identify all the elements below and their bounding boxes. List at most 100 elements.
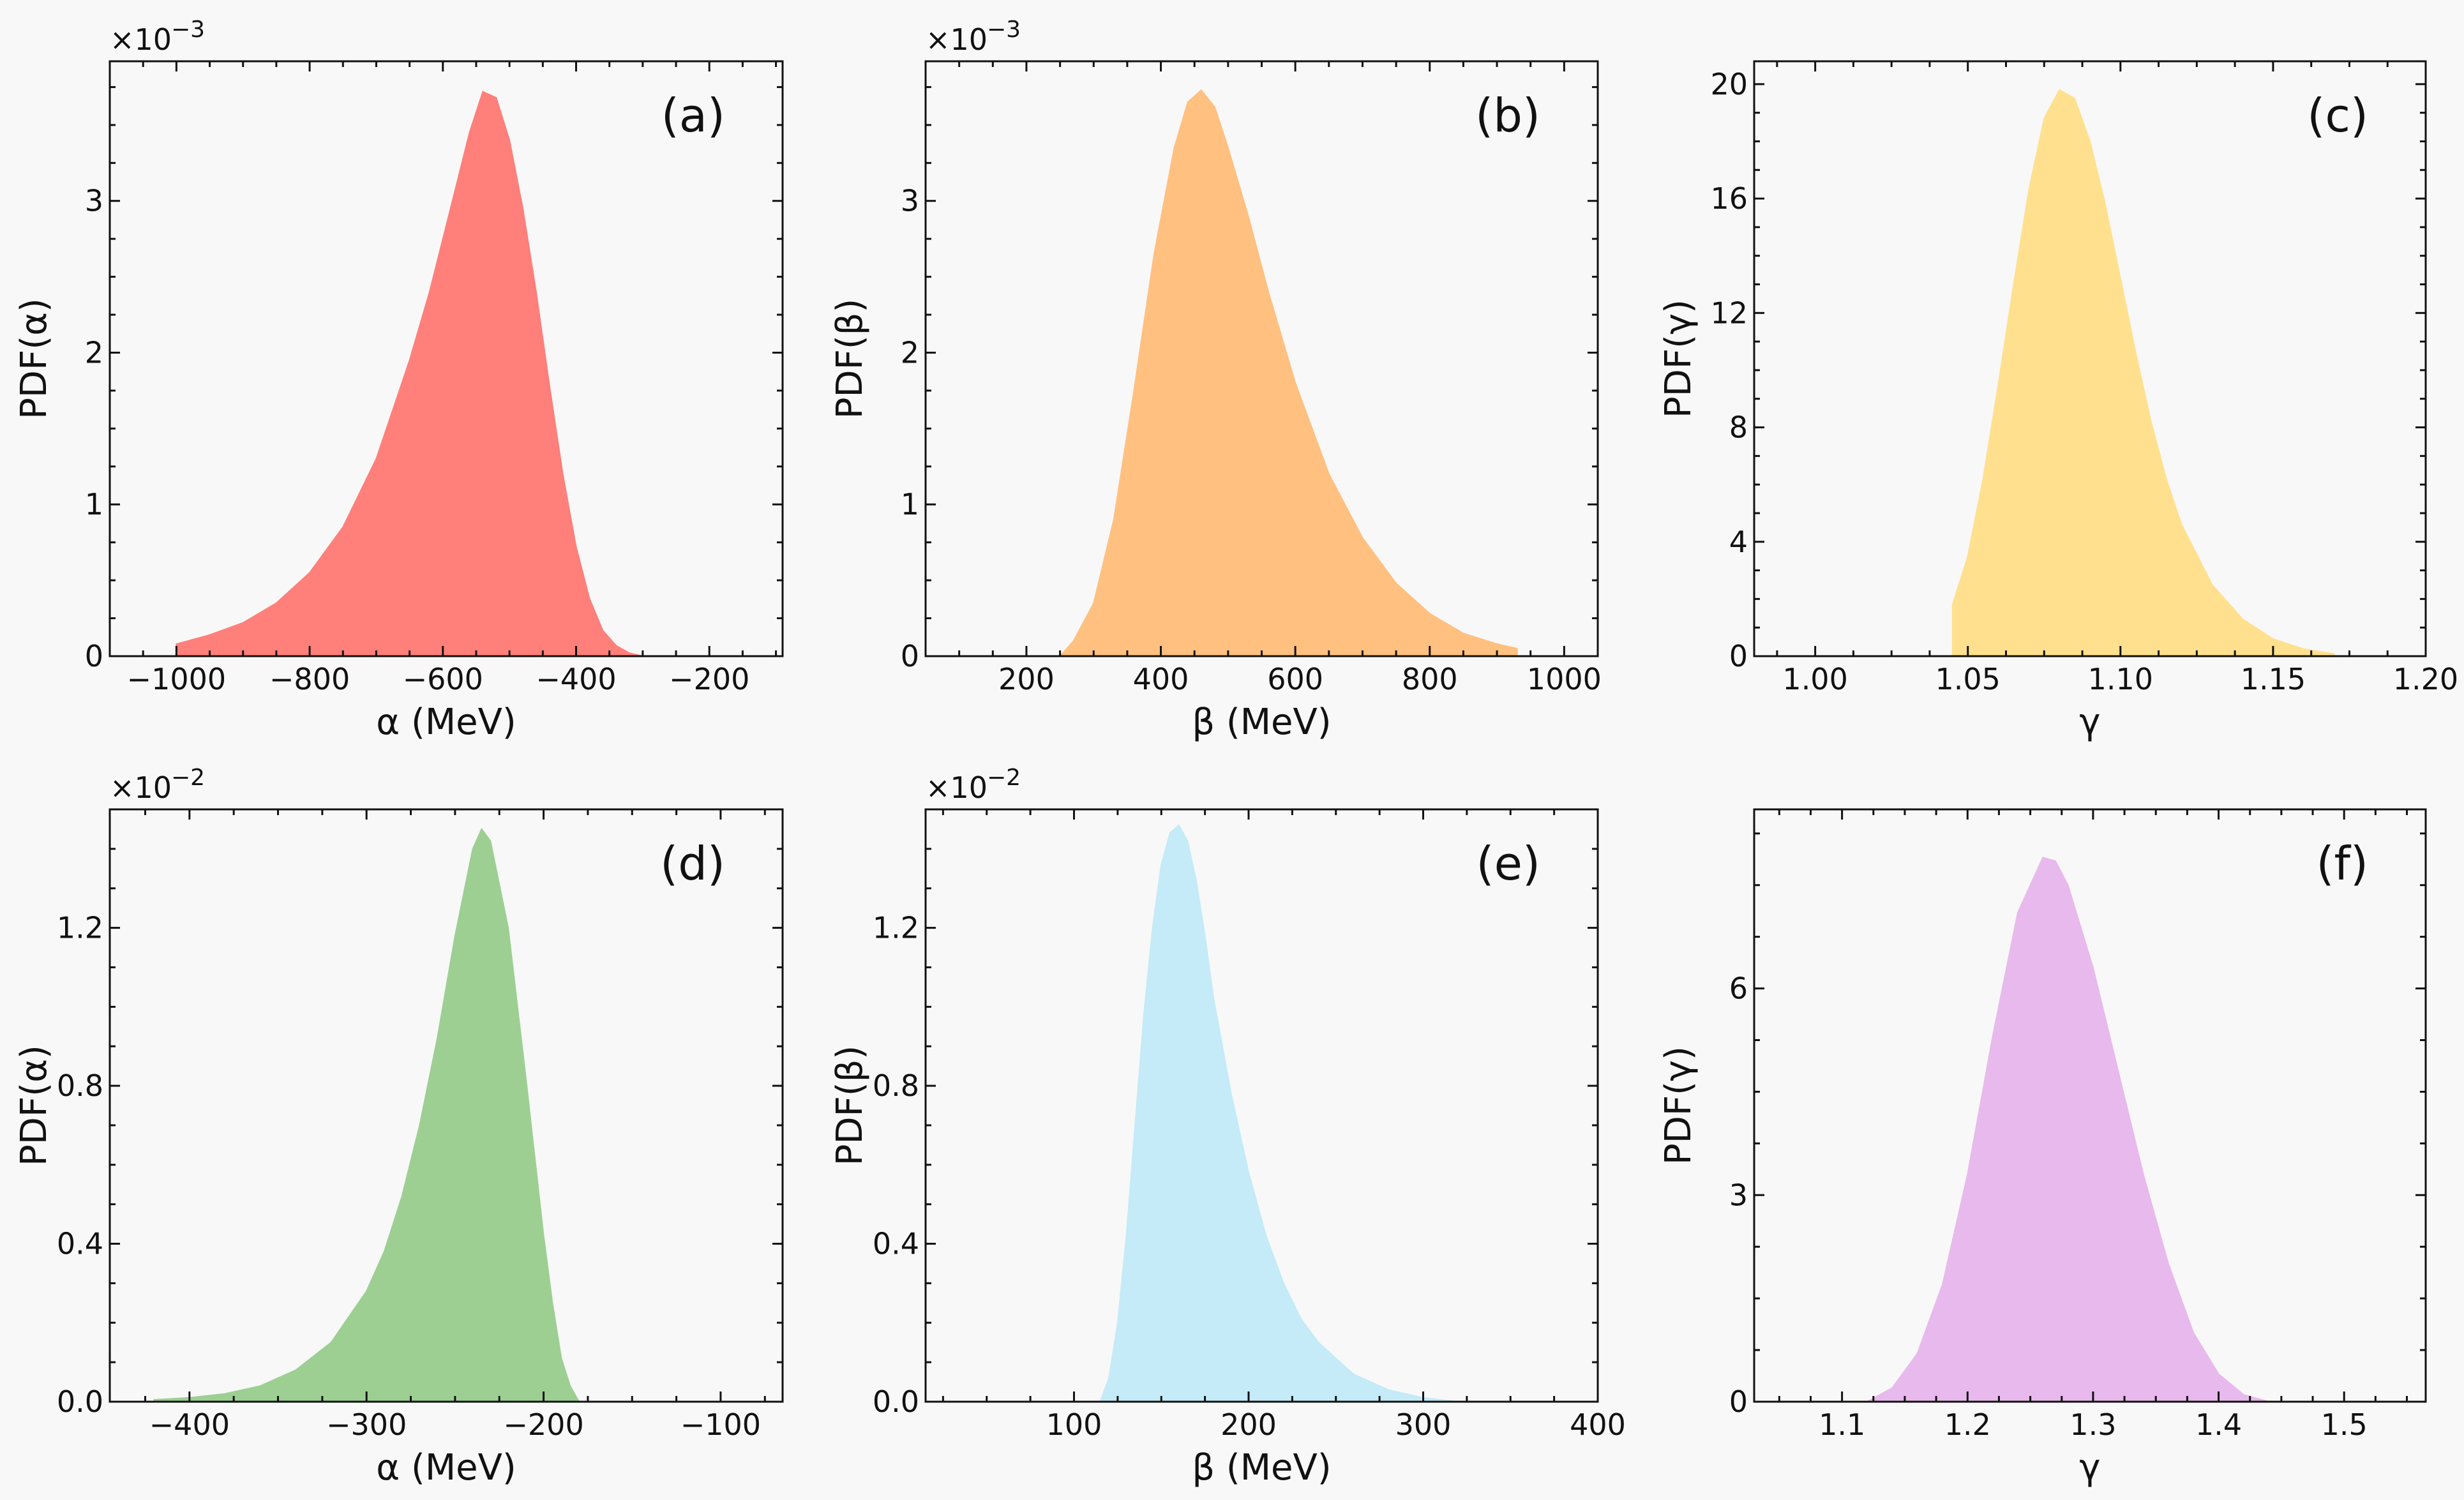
- panel-label: (c): [2307, 89, 2368, 142]
- y-scale-multiplier: ×10−2: [110, 765, 205, 805]
- y-scale-base: ×10: [110, 770, 172, 805]
- x-tick-label: 400: [1133, 662, 1189, 696]
- x-tick-label: −400: [149, 1407, 230, 1442]
- x-tick-label: 1.1: [1819, 1407, 1865, 1442]
- x-tick-label: −400: [536, 662, 616, 696]
- x-axis-label: β (MeV): [1192, 1447, 1331, 1489]
- x-tick-label: 1.2: [1944, 1407, 1991, 1442]
- x-tick-label: 1.05: [1935, 662, 2001, 696]
- y-axis-label: PDF(β): [829, 1046, 871, 1166]
- chart-panel-d: −400 −300 −200 −100 0.0 0.4 0.8 1.2 α (MeV) PDF(α…: [13, 765, 784, 1489]
- x-axis-label: γ: [2079, 1447, 2100, 1489]
- y-axis-label: PDF(α): [13, 298, 55, 419]
- x-tick-label: 1.5: [2321, 1407, 2368, 1442]
- y-tick-label: 0.4: [57, 1227, 103, 1261]
- y-tick-label: 3: [85, 184, 103, 218]
- chart-panel-f: 1.1 1.2 1.3 1.4 1.5 0 3 6 γ PDF(γ) (f): [1658, 808, 2427, 1489]
- x-axis-label: γ: [2079, 701, 2100, 743]
- y-scale-base: ×10: [110, 22, 172, 57]
- x-tick-label: −800: [269, 662, 350, 696]
- x-tick-label: 100: [1046, 1407, 1102, 1442]
- y-tick-label: 2: [901, 335, 919, 370]
- axes-frame: [1753, 60, 2427, 657]
- chart-panel-e: 100 200 300 400 0.0 0.4 0.8 1.2 β (MeV) PDF(β) (e)…: [829, 765, 1626, 1489]
- y-scale-exponent: −3: [987, 17, 1021, 43]
- y-scale-exponent: −2: [171, 765, 205, 791]
- y-tick-label: 8: [1729, 410, 1748, 445]
- chart-panel-a: −1000 −800 −600 −400 −200 0 1 2 3 α (MeV) PDF(α) (a…: [13, 17, 784, 743]
- pdf-area: [153, 827, 580, 1402]
- y-scale-multiplier: ×10−3: [110, 17, 205, 57]
- chart-panel-c: 1.00 1.05 1.10 1.15 1.20 0 4 8 12 16 20 γ PDF(γ) (c): [1658, 60, 2458, 743]
- y-axis-label: PDF(γ): [1658, 299, 1699, 418]
- x-tick-label: 1.15: [2241, 662, 2306, 696]
- y-tick-label: 4: [1729, 525, 1748, 559]
- x-axis-label: α (MeV): [376, 701, 516, 743]
- y-tick-label: 0.8: [57, 1069, 103, 1103]
- y-tick-label: 6: [1729, 971, 1748, 1006]
- y-scale-base: ×10: [926, 770, 988, 805]
- y-tick-label: 1: [85, 487, 103, 521]
- x-tick-label: −200: [503, 1407, 583, 1442]
- y-tick-label: 0: [1729, 639, 1748, 673]
- pdf-area: [1951, 89, 2335, 657]
- panel-label: (d): [660, 837, 725, 890]
- x-tick-label: 200: [1221, 1407, 1277, 1442]
- y-tick-label: 0: [901, 639, 919, 673]
- pdf-area: [1867, 857, 2269, 1402]
- y-scale-exponent: −2: [987, 765, 1021, 791]
- y-tick-label: 12: [1710, 296, 1748, 330]
- x-tick-label: 1.4: [2195, 1407, 2242, 1442]
- x-tick-label: −100: [680, 1407, 761, 1442]
- y-tick-label: 16: [1710, 181, 1748, 216]
- x-tick-label: 600: [1267, 662, 1323, 696]
- pdf-area: [1099, 824, 1459, 1402]
- y-tick-label: 0.8: [873, 1069, 919, 1103]
- x-tick-label: −200: [669, 662, 749, 696]
- y-tick-label: 0: [85, 639, 103, 673]
- y-axis-label: PDF(β): [829, 299, 871, 419]
- x-tick-label: 1.00: [1782, 662, 1847, 696]
- x-axis-label: α (MeV): [376, 1447, 516, 1489]
- y-tick-label: 0.0: [57, 1384, 103, 1419]
- y-scale-base: ×10: [926, 22, 988, 57]
- panel-label: (a): [661, 89, 725, 142]
- axes-frame: [109, 60, 784, 657]
- panel-label: (f): [2316, 837, 2368, 890]
- chart-panel-b: 200 400 600 800 1000 0 1 2 3 β (MeV) PDF(β) (b) ×10−…: [829, 17, 1602, 743]
- y-scale-multiplier: ×10−2: [926, 765, 1021, 805]
- axes-frame: [109, 808, 784, 1403]
- x-tick-label: 1.20: [2393, 662, 2458, 696]
- y-axis-label: PDF(γ): [1658, 1046, 1699, 1165]
- x-tick-label: 800: [1402, 662, 1458, 696]
- y-tick-label: 1: [901, 487, 919, 521]
- y-tick-label: 3: [1729, 1178, 1748, 1212]
- x-tick-label: 1.10: [2088, 662, 2153, 696]
- x-tick-label: 200: [998, 662, 1055, 696]
- y-tick-label: 2: [85, 335, 103, 370]
- panel-label: (e): [1476, 837, 1540, 890]
- x-axis-label: β (MeV): [1192, 701, 1331, 743]
- pdf-area: [1058, 89, 1518, 657]
- y-tick-label: 1.2: [873, 911, 919, 945]
- panel-label: (b): [1475, 89, 1540, 142]
- axes-frame: [1753, 808, 2427, 1403]
- x-tick-label: −1000: [127, 662, 227, 696]
- y-tick-label: 3: [901, 184, 919, 218]
- x-tick-label: 300: [1395, 1407, 1452, 1442]
- pdf-area: [176, 91, 643, 657]
- x-tick-label: −300: [326, 1407, 407, 1442]
- x-tick-label: 400: [1570, 1407, 1626, 1442]
- axes-frame: [924, 808, 1599, 1403]
- x-tick-label: −600: [403, 662, 483, 696]
- y-tick-label: 0.0: [873, 1384, 919, 1419]
- y-scale-exponent: −3: [171, 17, 205, 43]
- x-tick-label: 1000: [1527, 662, 1602, 696]
- y-tick-label: 0.4: [873, 1227, 919, 1261]
- y-tick-label: 20: [1710, 67, 1748, 101]
- y-tick-label: 1.2: [57, 911, 103, 945]
- y-scale-multiplier: ×10−3: [926, 17, 1021, 57]
- y-tick-label: 0: [1729, 1384, 1748, 1419]
- x-tick-label: 1.3: [2070, 1407, 2116, 1442]
